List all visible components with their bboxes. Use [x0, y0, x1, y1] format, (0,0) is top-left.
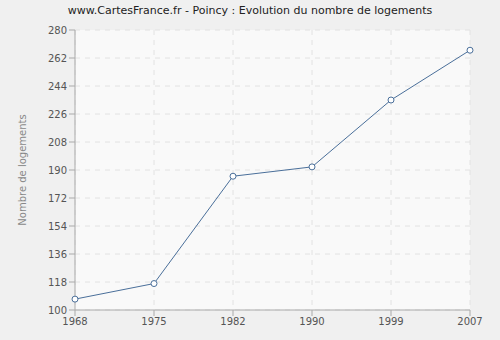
svg-text:1975: 1975 — [141, 316, 166, 327]
svg-text:1968: 1968 — [62, 316, 87, 327]
svg-text:136: 136 — [48, 249, 67, 260]
svg-text:1990: 1990 — [299, 316, 324, 327]
svg-text:172: 172 — [48, 193, 67, 204]
svg-text:2007: 2007 — [457, 316, 482, 327]
svg-text:1982: 1982 — [220, 316, 245, 327]
svg-text:226: 226 — [48, 109, 67, 120]
svg-text:1999: 1999 — [378, 316, 403, 327]
svg-text:154: 154 — [48, 221, 67, 232]
html-text:www.CartesFrance.fr - Poincy :: www.CartesFrance.fr - Poincy : Evolution… — [67, 4, 433, 17]
svg-text:Nombre de logements: Nombre de logements — [17, 114, 28, 225]
svg-text:262: 262 — [48, 53, 67, 64]
svg-text:100: 100 — [48, 305, 67, 316]
svg-text:118: 118 — [48, 277, 67, 288]
svg-text:280: 280 — [48, 25, 67, 36]
svg-text:244: 244 — [48, 81, 67, 92]
svg-text:190: 190 — [48, 165, 67, 176]
svg-text:208: 208 — [48, 137, 67, 148]
